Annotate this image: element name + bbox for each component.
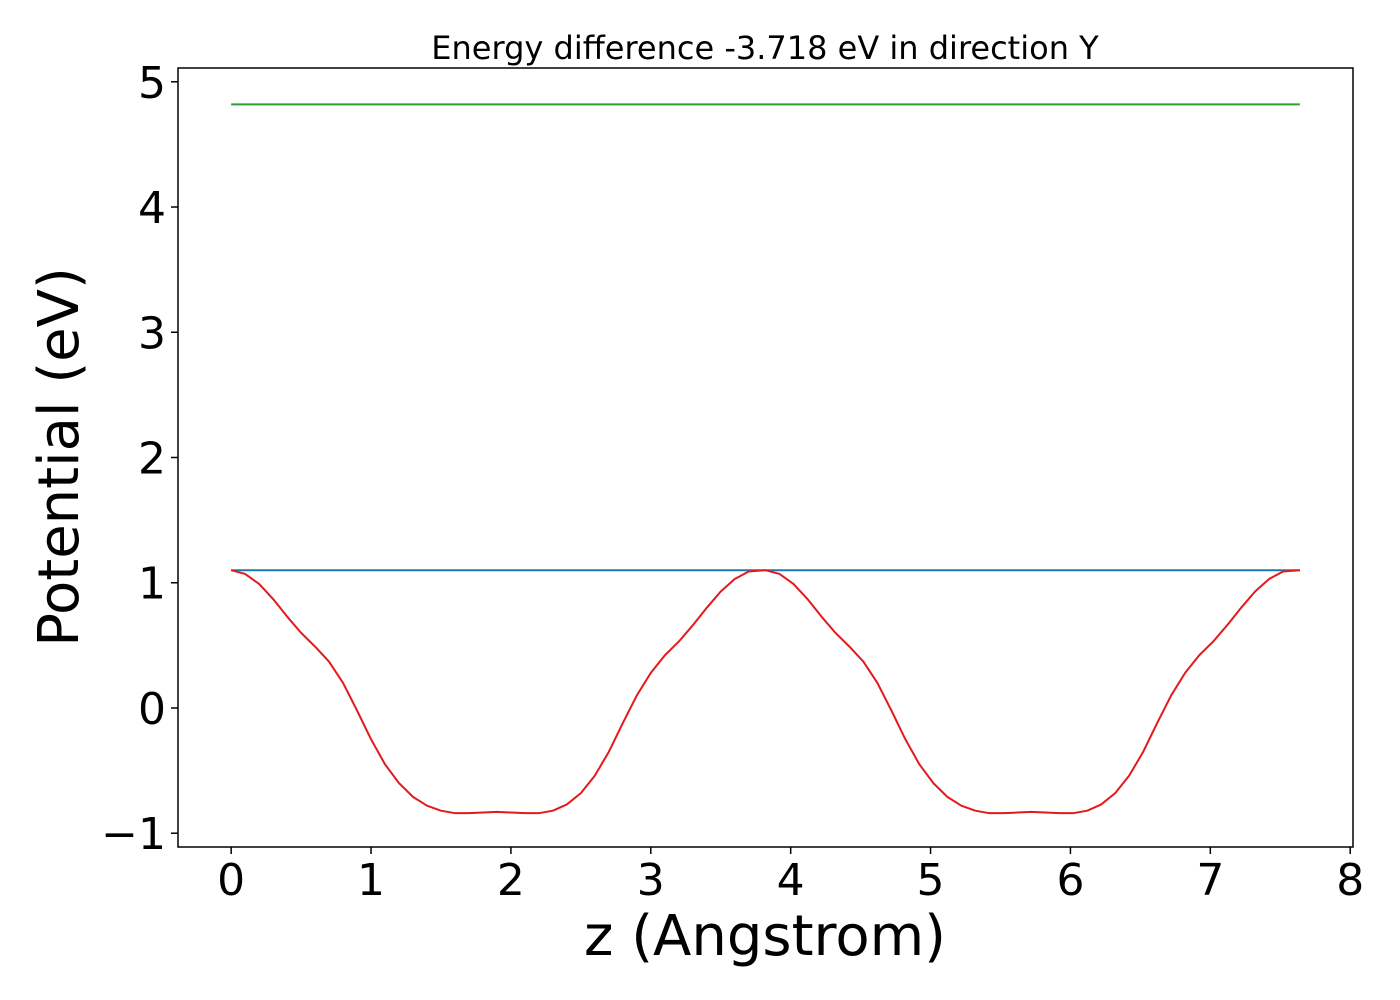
y-axis-label: Potential (eV) [27,267,92,647]
x-tick-label: 2 [497,855,525,906]
plot-frame [177,67,1354,848]
chart-title: Energy difference -3.718 eV in direction… [431,29,1099,67]
x-axis-label: z (Angstrom) [584,904,946,969]
x-tick-label: 7 [1196,855,1224,906]
y-ticks: −1 0 1 2 3 4 5 [101,58,178,860]
series-group [230,103,1300,815]
series-line-2 [230,569,1300,815]
x-tick-label: 5 [917,855,945,906]
y-tick-label: 4 [138,183,166,234]
y-tick-label: 0 [138,684,166,735]
x-ticks: 0 1 2 3 4 5 6 7 8 [217,847,1364,906]
x-tick-label: 8 [1336,855,1364,906]
y-tick-label: 3 [138,308,166,359]
x-tick-label: 1 [357,855,385,906]
x-tick-label: 4 [777,855,805,906]
y-tick-label: 5 [138,58,166,109]
x-tick-label: 3 [637,855,665,906]
y-tick-label: −1 [101,809,166,860]
y-tick-label: 2 [138,434,166,485]
x-tick-label: 0 [217,855,245,906]
y-tick-label: 1 [138,559,166,610]
x-tick-label: 6 [1056,855,1084,906]
